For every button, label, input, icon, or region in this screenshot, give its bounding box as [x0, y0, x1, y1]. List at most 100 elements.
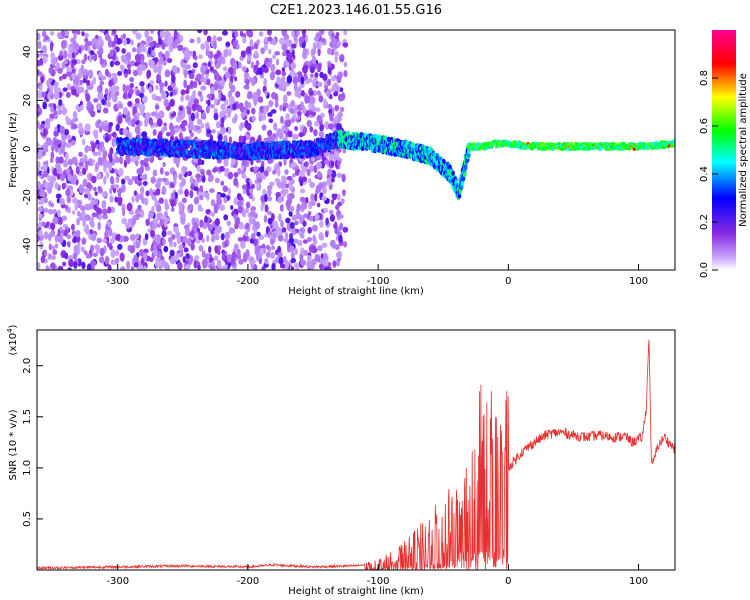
- spectrogram-cell: [234, 113, 238, 123]
- spectrogram-cell: [89, 244, 95, 251]
- spectrogram-cell: [71, 156, 78, 165]
- spectrogram-cell: [50, 202, 55, 208]
- spectrogram-cell: [44, 197, 48, 204]
- spectrogram-cell: [161, 177, 167, 183]
- spectrogram-cell: [290, 162, 297, 168]
- spectrogram-cell: [253, 166, 259, 172]
- spectrogram-cell: [163, 122, 167, 127]
- spectrogram-cell: [236, 200, 243, 207]
- spectrogram-cell: [169, 129, 176, 136]
- spectrogram-cell: [111, 72, 118, 78]
- spectrogram-cell: [307, 78, 313, 83]
- spectrogram-cell: [90, 232, 97, 242]
- spectrogram-cell: [316, 255, 321, 263]
- spectrogram-cell: [123, 235, 129, 243]
- spectrogram-cell: [220, 117, 225, 125]
- spectrogram-cell: [157, 177, 163, 183]
- spectrogram-cell: [157, 67, 162, 75]
- spectrogram-cell: [309, 181, 316, 189]
- spectrogram-cell: [103, 176, 107, 185]
- spectrogram-cell: [253, 238, 258, 247]
- spectrogram-cell: [289, 107, 295, 115]
- spectrogram-cell: [108, 79, 113, 88]
- spectrogram-cell: [335, 31, 340, 38]
- spectrogram-cell: [119, 252, 125, 262]
- spectrogram-cell: [275, 191, 282, 198]
- spectrogram-cell: [260, 203, 264, 212]
- spectrogram-cell: [145, 190, 150, 197]
- spectrogram-cell: [271, 263, 276, 270]
- spectrogram-cell: [318, 30, 325, 36]
- spectrogram-cell: [275, 58, 280, 66]
- spectrogram-cell: [87, 182, 91, 187]
- spectrogram-cell: [308, 210, 312, 216]
- spectrogram-cell: [265, 244, 270, 250]
- spectrogram-cell: [159, 82, 165, 88]
- spectrogram-cell: [160, 259, 167, 267]
- spectrogram-cell: [318, 130, 324, 138]
- spectrogram-cell: [81, 237, 87, 245]
- spectrogram-cell: [76, 235, 81, 243]
- spectrogram-cell: [105, 171, 110, 179]
- spectrogram-cell: [149, 59, 156, 69]
- spectrogram-cell: [152, 129, 157, 136]
- spectrogram-cell: [227, 187, 232, 196]
- spectrogram-cell: [314, 72, 319, 78]
- spectrogram-cell: [210, 234, 216, 243]
- spectrogram-cell: [148, 85, 153, 94]
- spectrogram-cell: [290, 250, 295, 260]
- spectrogram-cell: [143, 248, 149, 254]
- spectrogram-cell: [188, 203, 194, 211]
- spectrogram-cell: [201, 250, 206, 258]
- spectrogram-cell: [144, 197, 149, 206]
- spectrogram-cell: [217, 249, 221, 256]
- spectrogram-cell: [306, 236, 313, 243]
- spectrogram-cell: [289, 205, 295, 213]
- spectrogram-cell: [44, 35, 49, 41]
- spectrogram-cell: [199, 219, 204, 228]
- spectrogram-cell: [336, 193, 341, 201]
- spectrogram-cell: [189, 254, 194, 264]
- spectrogram-cell: [279, 104, 283, 112]
- spectrogram-cell: [98, 212, 102, 221]
- spectrogram-cell: [95, 161, 100, 168]
- spectrogram-cell: [101, 146, 106, 153]
- spectrogram-cell: [71, 30, 78, 35]
- spectrogram-cell: [115, 123, 120, 132]
- spectrogram-cell: [102, 161, 109, 168]
- spectrogram-cell: [316, 172, 322, 179]
- spectrogram-cells: [37, 30, 675, 270]
- spectrogram-cell: [197, 158, 203, 166]
- spectrogram-cell: [219, 110, 224, 118]
- spectrogram-cell: [224, 171, 228, 177]
- spectrogram-cell: [41, 30, 47, 38]
- spectrogram-cell: [273, 122, 278, 131]
- spectrogram-cell: [104, 230, 109, 239]
- spectrogram-cell: [202, 258, 208, 267]
- spectrogram-cell: [253, 263, 258, 270]
- spectrogram-cell: [310, 111, 316, 116]
- spectrogram-cell: [184, 263, 191, 270]
- spectrogram-cell: [281, 66, 286, 73]
- spectrogram-cell: [451, 170, 455, 176]
- spectrogram-cell: [76, 217, 80, 226]
- spectrogram-cell: [289, 245, 295, 253]
- spectrogram-cell: [114, 168, 118, 175]
- spectrogram-cell: [305, 196, 309, 204]
- spectrogram-cell: [96, 172, 102, 180]
- spectrogram-cell: [117, 103, 124, 109]
- spectrogram-cell: [272, 37, 277, 46]
- spectrogram-cell: [233, 177, 239, 187]
- spectrogram-cell: [258, 31, 264, 37]
- spectrogram-cell: [70, 139, 76, 146]
- spectrogram-cell: [144, 118, 148, 128]
- spectrogram-cell: [304, 35, 309, 43]
- spectrogram-cell: [223, 196, 228, 204]
- spectrogram-cell: [223, 50, 229, 58]
- spectrogram-cell: [155, 182, 161, 189]
- spectrogram-cell: [206, 169, 212, 176]
- spectrogram-cell: [197, 90, 202, 97]
- spectrogram-cell: [71, 123, 78, 130]
- spectrogram-cell: [316, 90, 321, 96]
- spectrogram-cell: [90, 50, 95, 56]
